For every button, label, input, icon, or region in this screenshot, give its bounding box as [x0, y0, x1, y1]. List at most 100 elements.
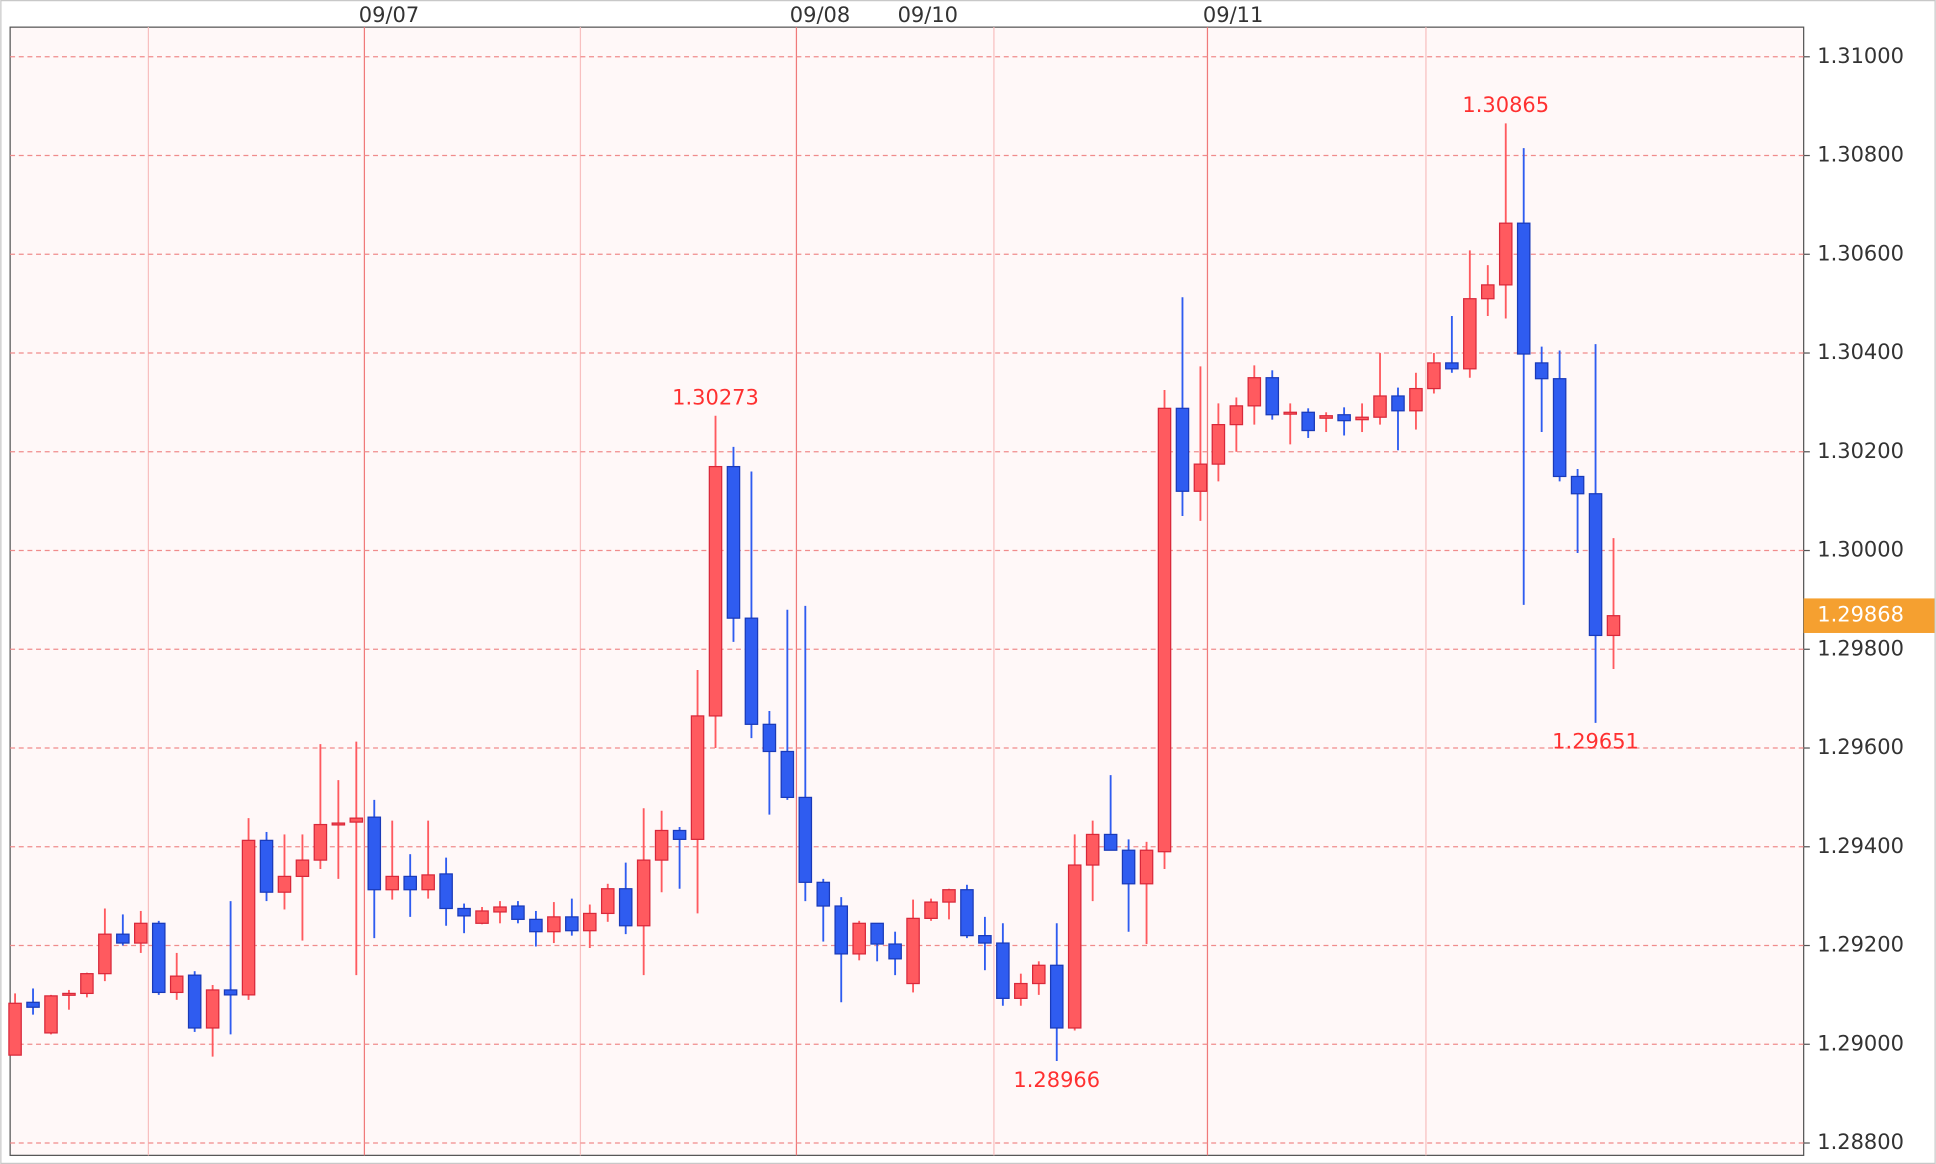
candle-body [870, 922, 884, 945]
candle-body [1049, 964, 1064, 1029]
candle-body [583, 912, 597, 932]
candle-body [1014, 982, 1028, 999]
candle-body [1391, 395, 1405, 412]
candle-body [277, 875, 292, 893]
candle-body [996, 942, 1010, 999]
candle-body [744, 617, 759, 725]
candle-body [780, 750, 795, 799]
candle-body [457, 907, 471, 917]
candle-body [1498, 222, 1513, 286]
candle-body [1085, 833, 1100, 866]
x-tick-label: 09/11 [1203, 3, 1263, 27]
x-tick-label: 09/07 [359, 3, 419, 27]
extreme-label: 1.30273 [672, 385, 759, 409]
candle-body [600, 888, 615, 915]
y-tick-label: 1.29800 [1817, 636, 1904, 660]
candle-body [1283, 411, 1298, 415]
y-tick-label: 1.29400 [1817, 834, 1904, 858]
candle-body [151, 922, 166, 994]
candle-body [26, 1001, 40, 1008]
candle-body [1247, 377, 1262, 407]
extreme-label: 1.29651 [1552, 730, 1639, 754]
candle-body [1355, 416, 1369, 421]
candle-body [960, 889, 974, 937]
candle-body [295, 859, 310, 878]
y-tick-label: 1.30600 [1817, 241, 1904, 265]
y-tick-label: 1.29000 [1817, 1031, 1904, 1055]
candle-body [1427, 362, 1441, 390]
candle-body [906, 917, 920, 985]
candle-body [1319, 415, 1333, 419]
candle-body [1606, 615, 1621, 637]
candle-body [1552, 378, 1567, 478]
candle-body [762, 723, 777, 753]
candle-body [1157, 407, 1172, 853]
y-tick-label: 1.28800 [1817, 1130, 1904, 1154]
y-tick-label: 1.29600 [1817, 735, 1904, 759]
candle-body [924, 901, 938, 919]
candle-body [529, 918, 543, 933]
candle-body [116, 933, 130, 944]
candle-body [80, 973, 94, 995]
candle-body [331, 822, 346, 826]
candle-body [1337, 414, 1351, 422]
candle-body [1301, 411, 1315, 432]
candle-body [978, 935, 992, 944]
y-tick-label: 1.30400 [1817, 340, 1904, 364]
candle-body [403, 875, 417, 891]
candle-body [798, 796, 813, 883]
extreme-label: 1.28966 [1013, 1068, 1100, 1092]
candle-body [1463, 298, 1477, 370]
candle-body [816, 881, 831, 907]
candle-body [1409, 387, 1423, 412]
last-price-label: 1.29868 [1817, 603, 1904, 627]
candle-body [672, 829, 687, 840]
candle-body [1067, 864, 1082, 1029]
last-price-box [1803, 598, 1935, 633]
y-tick-label: 1.30000 [1817, 538, 1904, 562]
candle-body [8, 1002, 22, 1056]
candle-body [654, 829, 669, 861]
candle-body [421, 874, 435, 891]
candle-body [1516, 222, 1531, 355]
candle-body [349, 817, 364, 823]
extreme-label: 1.30865 [1462, 93, 1549, 117]
candle-body [169, 975, 184, 994]
candle-body [1534, 362, 1549, 380]
y-tick-label: 1.30800 [1817, 143, 1904, 167]
candle-body [1139, 849, 1154, 885]
candle-body [708, 465, 723, 717]
candle-body [367, 816, 382, 891]
y-tick-label: 1.31000 [1817, 44, 1904, 68]
candle-body [1373, 395, 1387, 418]
candle-body [385, 875, 400, 891]
candle-body [726, 465, 741, 619]
candle-body [187, 974, 202, 1029]
candle-body [852, 922, 866, 955]
candle-body [1445, 362, 1459, 370]
candle-body [1265, 377, 1280, 416]
candle-body [205, 989, 220, 1029]
candle-body [62, 992, 76, 996]
candle-body [834, 905, 849, 955]
candle-body [511, 905, 525, 920]
y-tick-label: 1.29200 [1817, 933, 1904, 957]
candle-body [1480, 284, 1495, 300]
candle-body [241, 839, 256, 996]
candle-body [44, 995, 58, 1034]
candle-body [259, 839, 274, 893]
candle-body [1211, 424, 1226, 465]
candle-body [1588, 493, 1603, 637]
candle-body [313, 823, 328, 861]
candle-body [475, 910, 489, 924]
candle-body [1103, 833, 1118, 851]
candle-body [565, 916, 579, 932]
candle-body [1121, 849, 1136, 885]
candle-body [1175, 407, 1190, 492]
candle-body [547, 916, 561, 933]
x-tick-label: 09/10 [898, 3, 958, 27]
candle-body [98, 933, 112, 975]
candle-body [942, 889, 956, 903]
plot-area [9, 26, 1805, 1156]
candle-body [223, 989, 238, 996]
